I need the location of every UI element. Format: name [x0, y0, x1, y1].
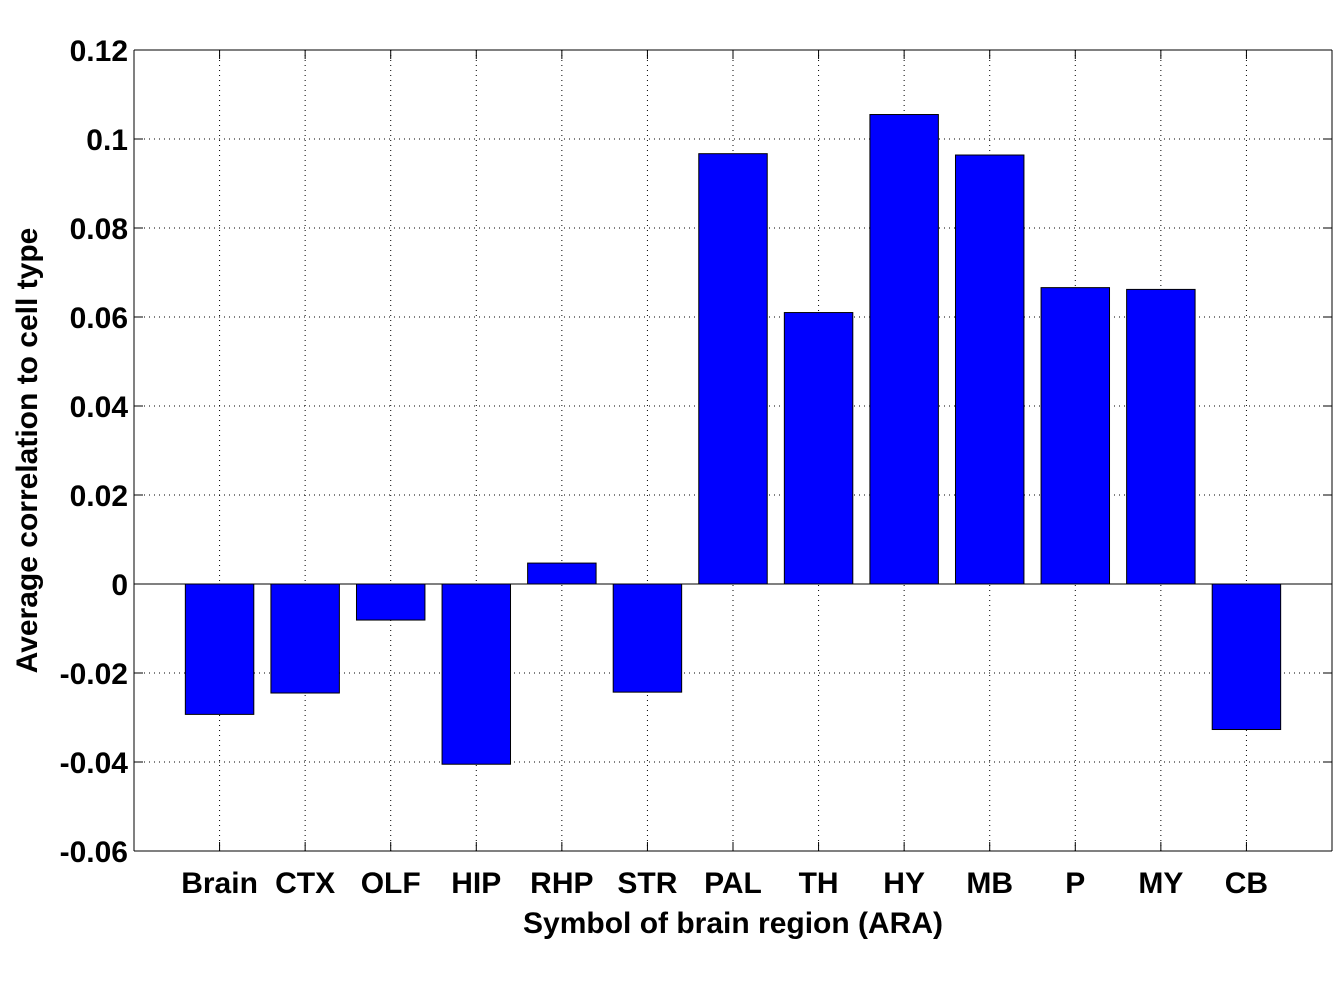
bar-pal: [698, 153, 768, 585]
y-tick-labels: -0.06 -0.04 -0.02 0 0.02 0.04 0.06 0.08 0.1 0.12: [60, 35, 129, 869]
x-tick-label: HIP: [451, 867, 501, 900]
axes: [133, 49, 1333, 852]
x-tick-label: STR: [617, 867, 677, 900]
x-tick-label: TH: [799, 867, 839, 900]
y-axis-label: Average correlation to cell type: [11, 228, 44, 674]
x-tick-label: PAL: [704, 867, 762, 900]
bar-mb: [954, 154, 1025, 585]
y-tick-label: 0.06: [70, 302, 128, 335]
bar-ctx: [270, 583, 340, 694]
y-tick-label: 0.08: [70, 213, 128, 246]
y-tick-label: 0.02: [70, 480, 128, 513]
bar-my: [1126, 288, 1196, 585]
x-tick-label: HY: [883, 867, 925, 900]
x-tick-label: Brain: [181, 867, 258, 900]
x-tick-label: CTX: [275, 867, 335, 900]
y-tick-label: -0.02: [60, 658, 128, 691]
y-tick-label: 0.1: [86, 124, 128, 157]
y-tick-label: -0.04: [60, 747, 129, 780]
bar-rhp: [527, 562, 597, 585]
bar-brain: [184, 583, 255, 715]
y-tick-label: 0: [111, 569, 128, 602]
x-tick-label: CB: [1225, 867, 1268, 900]
bar-str: [612, 583, 683, 693]
x-tick-label: P: [1065, 867, 1085, 900]
y-tick-label: 0.12: [70, 35, 128, 68]
x-tick-label: MY: [1138, 867, 1183, 900]
bar-olf: [355, 583, 426, 621]
x-tick-label: MB: [966, 867, 1013, 900]
y-tick-label: 0.04: [70, 391, 129, 424]
x-tick-label: OLF: [361, 867, 421, 900]
bar-hy: [869, 114, 939, 585]
bar-p: [1040, 287, 1111, 585]
y-tick-label: -0.06: [60, 836, 128, 869]
bar-th: [783, 312, 854, 585]
x-tick-label: RHP: [530, 867, 593, 900]
bars: [184, 114, 1282, 765]
bar-cb: [1211, 583, 1282, 731]
bar-hip: [441, 583, 512, 765]
x-tick-labels: Brain CTX OLF HIP RHP STR PAL TH HY MB P MY CB: [181, 867, 1268, 900]
x-axis-label: Symbol of brain region (ARA): [523, 907, 943, 940]
